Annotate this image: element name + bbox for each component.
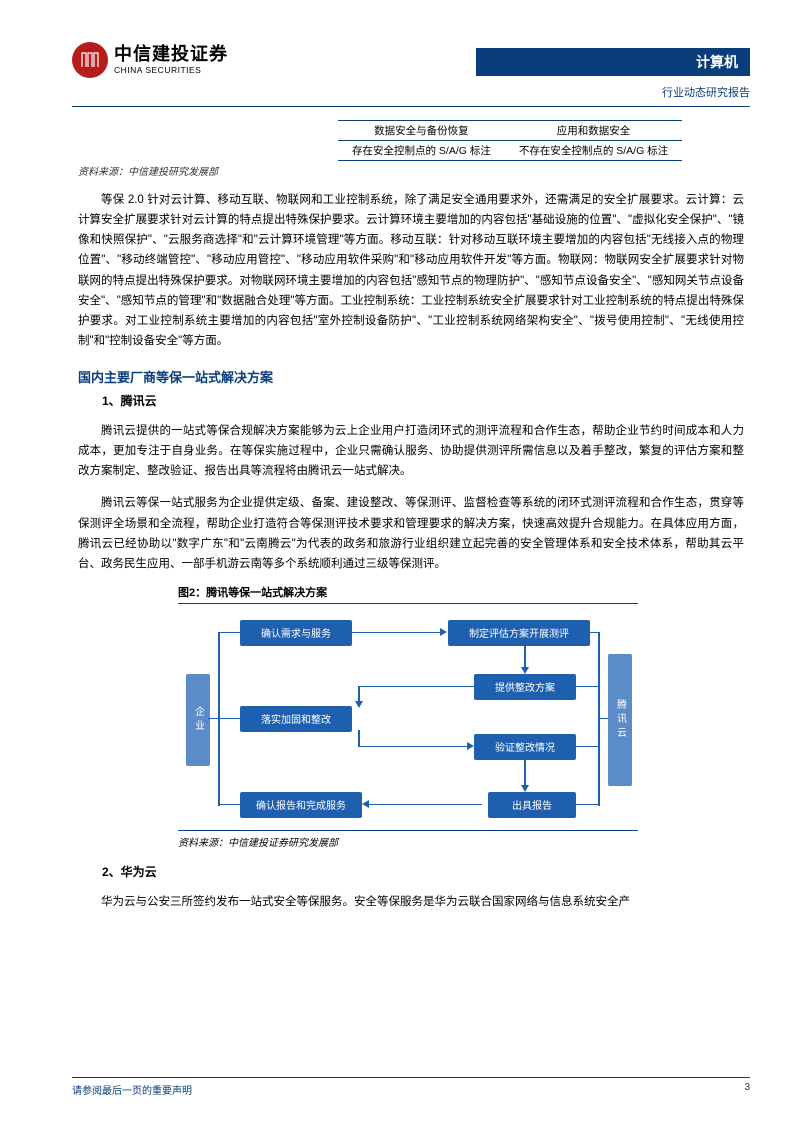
page-number: 3 [744, 1082, 750, 1097]
flow-node: 验证整改情况 [474, 734, 576, 760]
logo-text-cn: 中信建投证券 [114, 45, 228, 65]
figure-source: 资料来源：中信建投证券研究发展部 [178, 834, 744, 849]
flow-side-right: 腾讯云 [608, 654, 632, 786]
flow-node: 制定评估方案开展测评 [448, 620, 590, 646]
table-row: 存在安全控制点的 S/A/G 标注 不存在安全控制点的 S/A/G 标注 [338, 141, 682, 161]
flow-node: 提供整改方案 [474, 674, 576, 700]
logo-text-en: CHINA SECURITIES [114, 65, 228, 75]
section-heading: 国内主要厂商等保一站式解决方案 [78, 367, 744, 386]
figure-caption: 图2：腾讯等保一站式解决方案 [178, 584, 638, 604]
table-source: 资料来源：中信建投研究发展部 [78, 163, 744, 178]
body-paragraph: 华为云与公安三所签约发布一站式安全等保服务。安全等保服务是华为云联合国家网络与信… [78, 892, 744, 912]
sub-heading: 2、华为云 [102, 863, 744, 880]
flow-node: 确认报告和完成服务 [240, 792, 362, 818]
sub-heading: 1、腾讯云 [102, 392, 744, 409]
mini-table: 数据安全与备份恢复 应用和数据安全 存在安全控制点的 S/A/G 标注 不存在安… [338, 120, 682, 161]
logo-mark-icon [72, 42, 108, 78]
table-row: 数据安全与备份恢复 应用和数据安全 [338, 121, 682, 141]
body-paragraph: 腾讯云提供的一站式等保合规解决方案能够为云上企业用户打造闭环式的测评流程和合作生… [78, 421, 744, 481]
flow-node: 出具报告 [488, 792, 576, 818]
brand-logo: 中信建投证券 CHINA SECURITIES [72, 42, 228, 78]
body-paragraph: 等保 2.0 针对云计算、移动互联、物联网和工业控制系统，除了满足安全通用要求外… [78, 190, 744, 351]
header-subtitle: 行业动态研究报告 [476, 84, 750, 100]
flow-node: 落实加固和整改 [240, 706, 352, 732]
flow-node: 确认需求与服务 [240, 620, 352, 646]
flow-side-left: 企业 [186, 674, 210, 766]
footer-note: 请参阅最后一页的重要声明 [72, 1082, 192, 1097]
flowchart: 企业 腾讯云 确认需求与服务 落实加固和整改 确认报告和完成服务 制定评估方案开… [178, 614, 638, 824]
body-paragraph: 腾讯云等保一站式服务为企业提供定级、备案、建设整改、等保测评、监督检查等系统的闭… [78, 493, 744, 574]
header-category: 计算机 [476, 48, 750, 76]
